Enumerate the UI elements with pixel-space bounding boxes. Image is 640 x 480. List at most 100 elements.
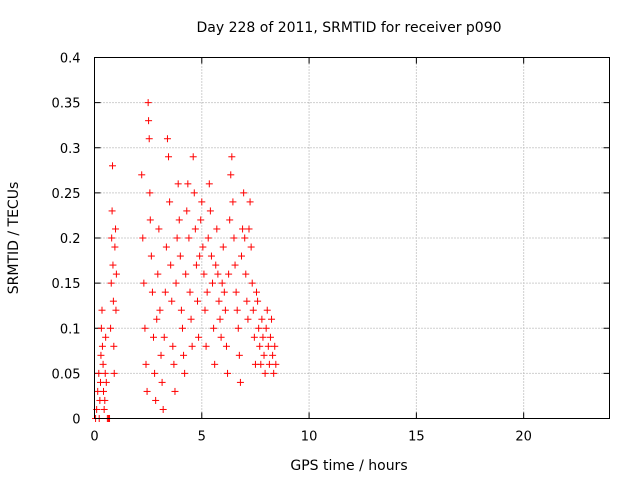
data-point [191, 225, 199, 233]
data-point [141, 324, 149, 332]
data-point [244, 315, 252, 323]
data-point [186, 288, 194, 296]
data-point [101, 396, 109, 404]
data-point [254, 297, 262, 305]
x-tick-label: 15 [408, 430, 425, 445]
data-point [225, 270, 233, 278]
data-point [185, 234, 193, 242]
data-point [176, 252, 184, 260]
data-point [169, 342, 177, 350]
data-point [161, 288, 169, 296]
data-point [139, 234, 147, 242]
data-point [100, 405, 108, 413]
data-point [209, 279, 217, 287]
data-point [258, 315, 266, 323]
data-point [150, 333, 158, 341]
data-point [172, 279, 180, 287]
data-point [205, 180, 213, 188]
data-points [92, 99, 280, 422]
data-point [189, 153, 197, 161]
data-point [271, 342, 279, 350]
data-point [243, 297, 251, 305]
data-point [261, 369, 269, 377]
data-point [183, 207, 191, 215]
data-point [110, 369, 118, 377]
data-point [107, 279, 115, 287]
data-point [110, 342, 118, 350]
data-point [206, 207, 214, 215]
x-axis-title: GPS time / hours [290, 458, 407, 474]
data-point [256, 342, 264, 350]
data-point [204, 234, 212, 242]
data-point [246, 198, 254, 206]
x-tick-label: 20 [515, 430, 532, 445]
data-point [181, 369, 189, 377]
data-point [143, 387, 151, 395]
data-point [97, 351, 105, 359]
data-point [95, 369, 103, 377]
data-point [155, 225, 163, 233]
data-point [160, 333, 168, 341]
data-point [207, 252, 215, 260]
data-point [177, 306, 185, 314]
chart-title: Day 228 of 2011, SRMTID for receiver p09… [196, 20, 501, 36]
data-point [216, 315, 224, 323]
data-point [222, 342, 230, 350]
data-point [138, 171, 146, 179]
y-axis-title: SRMTID / TECUs [6, 182, 22, 295]
data-point [151, 369, 159, 377]
data-point [235, 351, 243, 359]
data-point [109, 261, 117, 269]
data-point [250, 333, 258, 341]
data-point [142, 360, 150, 368]
data-point [102, 333, 110, 341]
data-point [168, 297, 176, 305]
data-point [268, 315, 276, 323]
data-point [174, 180, 182, 188]
data-point [255, 324, 263, 332]
data-point [201, 306, 209, 314]
data-point [203, 288, 211, 296]
data-point [242, 270, 250, 278]
data-point [194, 297, 201, 305]
data-point [171, 387, 179, 395]
data-point [270, 369, 278, 377]
data-point [247, 243, 255, 251]
data-point [98, 342, 106, 350]
data-point [200, 270, 208, 278]
data-point [232, 288, 240, 296]
data-point [112, 225, 120, 233]
data-point [184, 180, 192, 188]
data-point [233, 306, 241, 314]
data-point [107, 324, 115, 332]
data-point [265, 360, 273, 368]
data-point [147, 252, 155, 260]
data-point [272, 360, 280, 368]
grid-layer [94, 57, 610, 419]
data-point [109, 162, 117, 170]
data-point [228, 153, 236, 161]
y-tick-label: 0.3 [60, 142, 81, 157]
data-point [217, 333, 225, 341]
data-point [221, 306, 229, 314]
data-point [146, 216, 154, 224]
data-point [249, 306, 257, 314]
data-point [215, 297, 223, 305]
data-point [198, 198, 206, 206]
data-point [239, 225, 247, 233]
data-point [165, 153, 173, 161]
y-tick-label: 0.05 [52, 367, 81, 382]
data-point [159, 405, 167, 413]
data-point [188, 342, 196, 350]
data-point [237, 252, 245, 260]
data-point [199, 243, 207, 251]
data-point [140, 279, 148, 287]
data-point [173, 234, 181, 242]
data-point [236, 378, 244, 386]
data-point [101, 369, 109, 377]
data-point [97, 324, 105, 332]
data-point [266, 333, 274, 341]
data-point [195, 333, 203, 341]
data-point [218, 279, 226, 287]
